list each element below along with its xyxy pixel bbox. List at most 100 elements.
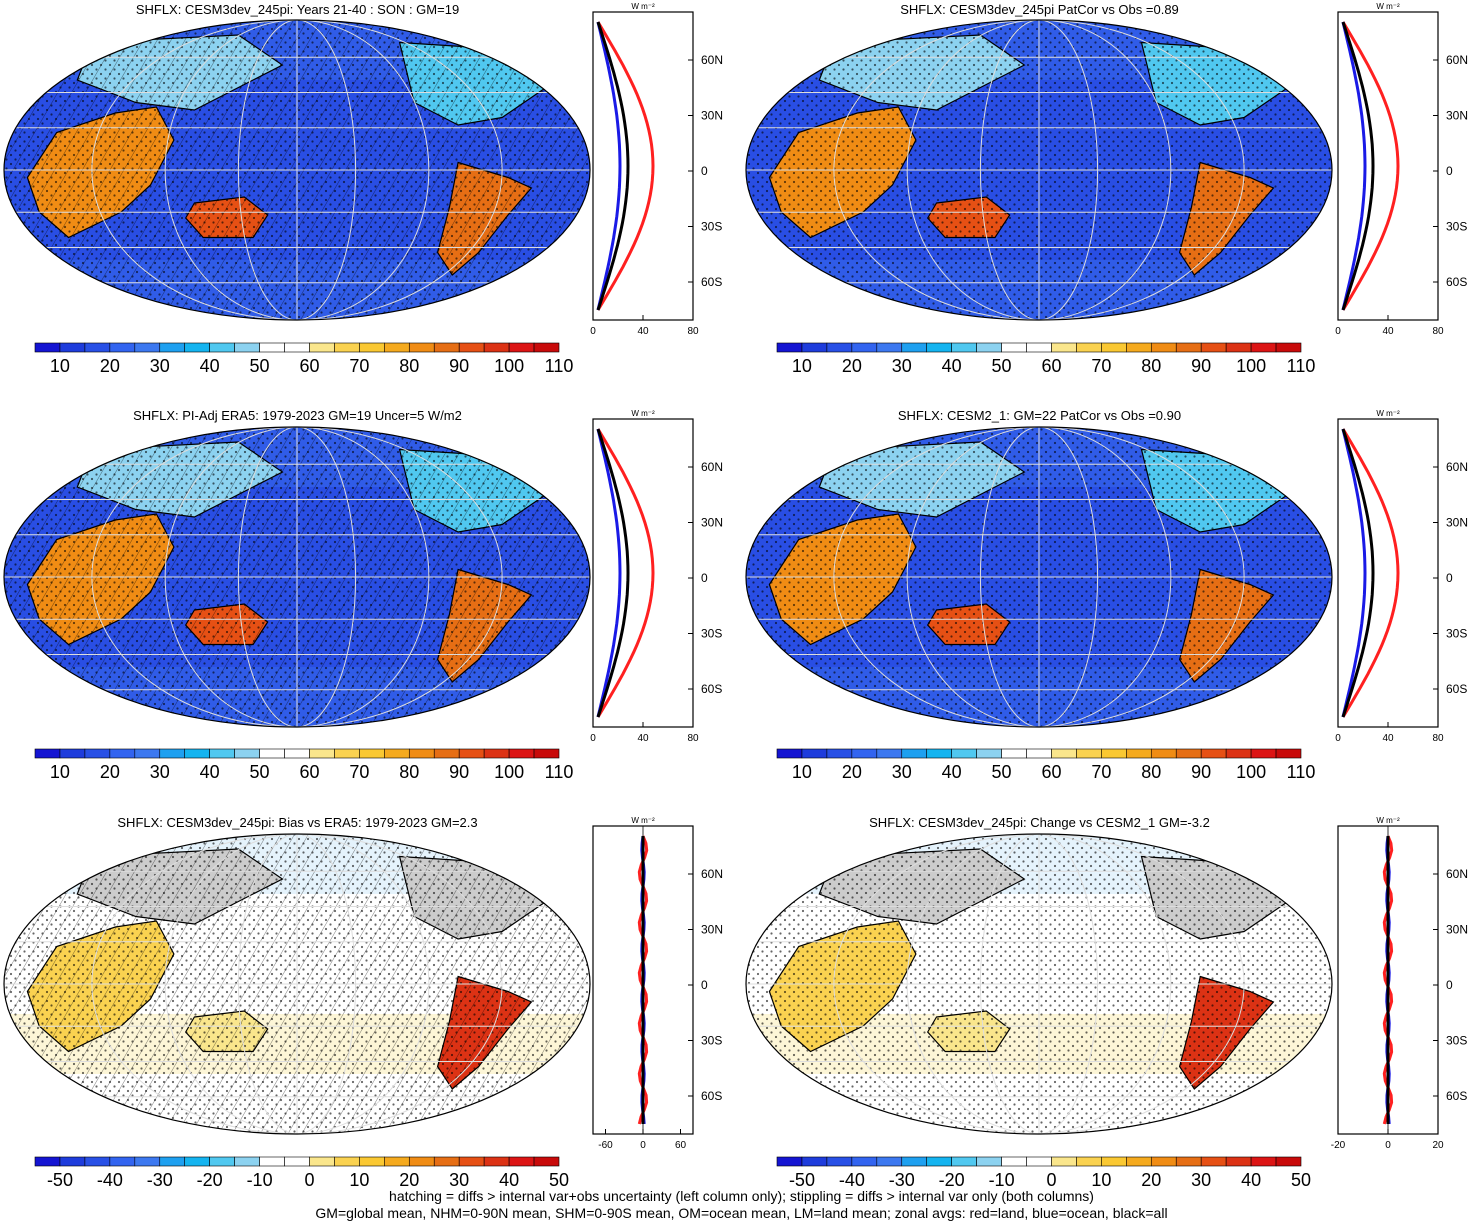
colorbar-tick-label: 20 bbox=[100, 356, 120, 376]
zonal-units: W m⁻² bbox=[1376, 2, 1400, 11]
colorbar-swatch bbox=[801, 342, 828, 353]
colorbar-swatch bbox=[458, 748, 485, 759]
colorbar-tick-label: 0 bbox=[1046, 1170, 1056, 1190]
colorbar-tick-label: 20 bbox=[1141, 1170, 1161, 1190]
colorbar-tick-label: 10 bbox=[50, 356, 70, 376]
colorbar-tick-label: 90 bbox=[449, 762, 469, 782]
colorbar-swatch bbox=[851, 1156, 878, 1167]
colorbar-swatch bbox=[1076, 342, 1102, 353]
colorbar-tick-label: 70 bbox=[349, 356, 369, 376]
map-content bbox=[4, 834, 590, 1134]
colorbar-swatch bbox=[334, 748, 360, 759]
map-content bbox=[746, 20, 1332, 320]
colorbar-swatch bbox=[159, 748, 186, 759]
colorbar-swatch bbox=[458, 342, 485, 353]
colorbar-swatch bbox=[1275, 342, 1302, 353]
colorbar-swatch bbox=[1275, 1156, 1302, 1167]
zonal-xtick-label: 20 bbox=[1432, 1140, 1444, 1151]
colorbar-swatch bbox=[384, 342, 410, 353]
map-border bbox=[3, 19, 591, 321]
colorbar-swatch bbox=[109, 1156, 136, 1167]
colorbar-tick-label: -30 bbox=[147, 1170, 173, 1190]
graticule-lon bbox=[906, 20, 1172, 320]
zonal-xtick-label: 0 bbox=[640, 1140, 646, 1151]
colorbar-tick-label: 80 bbox=[399, 762, 419, 782]
colorbar-tick-label: 30 bbox=[150, 356, 170, 376]
panel-6: -50 -40 -30 -20 -10 0 10 20 30 40 50 W m⁻² -20 0 20 60N… bbox=[745, 816, 1468, 1190]
colorbar-swatch bbox=[1001, 1156, 1027, 1167]
map-border bbox=[745, 833, 1333, 1135]
colorbar-tick-label: 20 bbox=[100, 762, 120, 782]
zonal-xtick-label: 0 bbox=[1335, 326, 1341, 337]
colorbar-swatch bbox=[876, 748, 903, 759]
graticule-lon bbox=[833, 427, 1245, 727]
colorbar-swatch bbox=[508, 342, 535, 353]
zonal-ytick-label: 60N bbox=[701, 460, 723, 474]
colorbar-tick-label: 60 bbox=[299, 356, 319, 376]
colorbar-swatch bbox=[776, 1156, 803, 1167]
colorbar-tick-label: 110 bbox=[1287, 762, 1316, 782]
colorbar-swatch bbox=[901, 342, 928, 353]
colorbar-tick-label: -10 bbox=[247, 1170, 273, 1190]
colorbar-swatch bbox=[1026, 1156, 1052, 1167]
map-border bbox=[745, 19, 1333, 321]
zonal-ytick-label: 0 bbox=[1446, 571, 1453, 585]
colorbar-swatch bbox=[776, 748, 803, 759]
colorbar-tick-label: 110 bbox=[545, 356, 574, 376]
colorbar-swatch bbox=[776, 342, 803, 353]
zonal-units: W m⁻² bbox=[631, 816, 655, 825]
colorbar-swatch bbox=[876, 342, 903, 353]
colorbar-tick-label: 100 bbox=[1236, 762, 1266, 782]
colorbar-tick-label: 30 bbox=[449, 1170, 469, 1190]
map-content bbox=[746, 427, 1332, 727]
colorbar-swatch bbox=[1150, 342, 1177, 353]
zonal-xtick-label: 40 bbox=[1382, 733, 1394, 744]
graticule-lon bbox=[91, 20, 503, 320]
colorbar-tick-label: 30 bbox=[892, 762, 912, 782]
colorbar-swatch bbox=[234, 342, 260, 353]
colorbar-tick-label: -40 bbox=[97, 1170, 123, 1190]
colorbar-tick-label: 100 bbox=[1236, 356, 1266, 376]
colorbar-swatch bbox=[433, 1156, 460, 1167]
zonal-ytick-label: 30N bbox=[701, 516, 723, 530]
colorbar-tick-label: 90 bbox=[449, 356, 469, 376]
graticule-lon bbox=[164, 834, 430, 1134]
colorbar-swatch bbox=[483, 342, 510, 353]
colorbar-tick-label: 20 bbox=[399, 1170, 419, 1190]
colorbar-swatch bbox=[309, 342, 335, 353]
colorbar-tick-label: 80 bbox=[1141, 356, 1161, 376]
colorbar-swatch bbox=[1200, 748, 1227, 759]
zonal-curve bbox=[596, 21, 655, 311]
colorbar-tick-label: 10 bbox=[50, 762, 70, 782]
colorbar-tick-label: -10 bbox=[989, 1170, 1015, 1190]
zonal-curve bbox=[596, 21, 622, 311]
panel-3: 10 20 30 40 50 60 70 80 90 100 110 W m⁻² 0 40 80 60N 30N… bbox=[3, 409, 723, 782]
map-content bbox=[4, 427, 590, 727]
colorbar-swatch bbox=[1275, 748, 1302, 759]
colorbar-swatch bbox=[976, 748, 1002, 759]
colorbar-swatch bbox=[209, 342, 235, 353]
graticule-lon bbox=[237, 834, 357, 1134]
zonal-ytick-label: 60S bbox=[701, 275, 722, 289]
colorbar-swatch bbox=[259, 342, 285, 353]
graticule-lon bbox=[979, 20, 1099, 320]
colorbar-swatch bbox=[1200, 1156, 1227, 1167]
colorbar-swatch bbox=[851, 748, 878, 759]
zonal-ytick-label: 0 bbox=[701, 978, 708, 992]
graticule-lon bbox=[164, 20, 430, 320]
colorbar-swatch bbox=[34, 748, 61, 759]
zonal-xtick-label: 60 bbox=[675, 1140, 687, 1151]
colorbar-tick-label: 60 bbox=[1041, 356, 1061, 376]
colorbar-swatch bbox=[876, 1156, 903, 1167]
zonal-units: W m⁻² bbox=[631, 2, 655, 11]
zonal-xtick-label: 80 bbox=[1432, 326, 1444, 337]
colorbar-swatch bbox=[408, 748, 435, 759]
colorbar-tick-label: 40 bbox=[942, 356, 962, 376]
panel-5: -50 -40 -30 -20 -10 0 10 20 30 40 50 W m⁻² -60 0 60 60N… bbox=[3, 816, 723, 1190]
colorbar-swatch bbox=[901, 1156, 928, 1167]
map-border bbox=[3, 833, 591, 1135]
colorbar-swatch bbox=[234, 748, 260, 759]
colorbar-swatch bbox=[84, 748, 111, 759]
zonal-xtick-label: 0 bbox=[1385, 1140, 1391, 1151]
map-content bbox=[746, 834, 1332, 1134]
